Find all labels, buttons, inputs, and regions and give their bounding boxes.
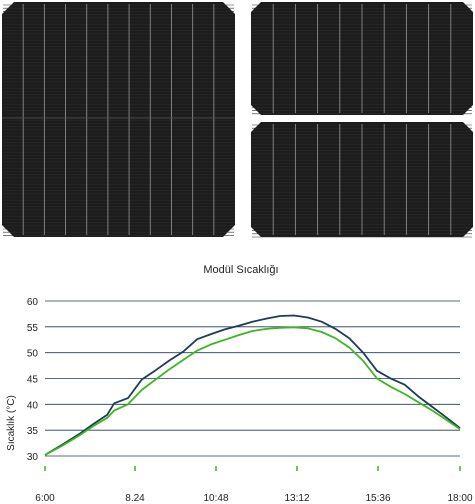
solar-cell-left [2, 2, 235, 237]
y-axis-ticks: 30 35 40 45 50 55 60 [27, 297, 39, 463]
series-lines [44, 314, 461, 456]
x-tick-label: 18:00 [447, 493, 472, 504]
x-tick-label: 6:00 [35, 493, 55, 504]
y-tick-label: 50 [27, 349, 39, 360]
grid-lines [45, 300, 460, 457]
chart-title: Modül Sıcaklığı [203, 264, 278, 276]
y-tick-label: 30 [27, 452, 39, 463]
y-tick-label: 60 [27, 297, 39, 308]
solar-cell-right-halves [251, 2, 473, 238]
x-tick-label: 10:48 [203, 493, 228, 504]
y-tick-label: 35 [27, 426, 39, 437]
series-line-2 [44, 326, 461, 456]
x-tick-label: 8.24 [125, 493, 145, 504]
solar-cell-image [2, 2, 473, 238]
temperature-chart: Modül Sıcaklığı 30 35 40 45 50 55 60 6:00 8.24 1… [6, 264, 473, 504]
y-tick-label: 55 [27, 323, 39, 334]
x-tick-label: 15:36 [365, 493, 390, 504]
series-line-1 [44, 314, 461, 456]
y-axis-title: Sıcaklık (°C) [6, 395, 17, 451]
y-tick-label: 40 [27, 400, 39, 411]
y-tick-label: 45 [27, 375, 39, 386]
x-axis-ticks: 6:00 8.24 10:48 13:12 15:36 18:00 [35, 466, 473, 504]
x-tick-label: 13:12 [284, 493, 309, 504]
